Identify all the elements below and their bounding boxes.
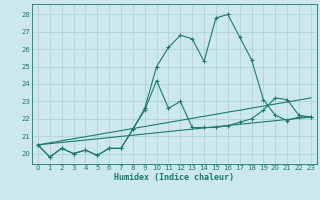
X-axis label: Humidex (Indice chaleur): Humidex (Indice chaleur) [115,173,234,182]
